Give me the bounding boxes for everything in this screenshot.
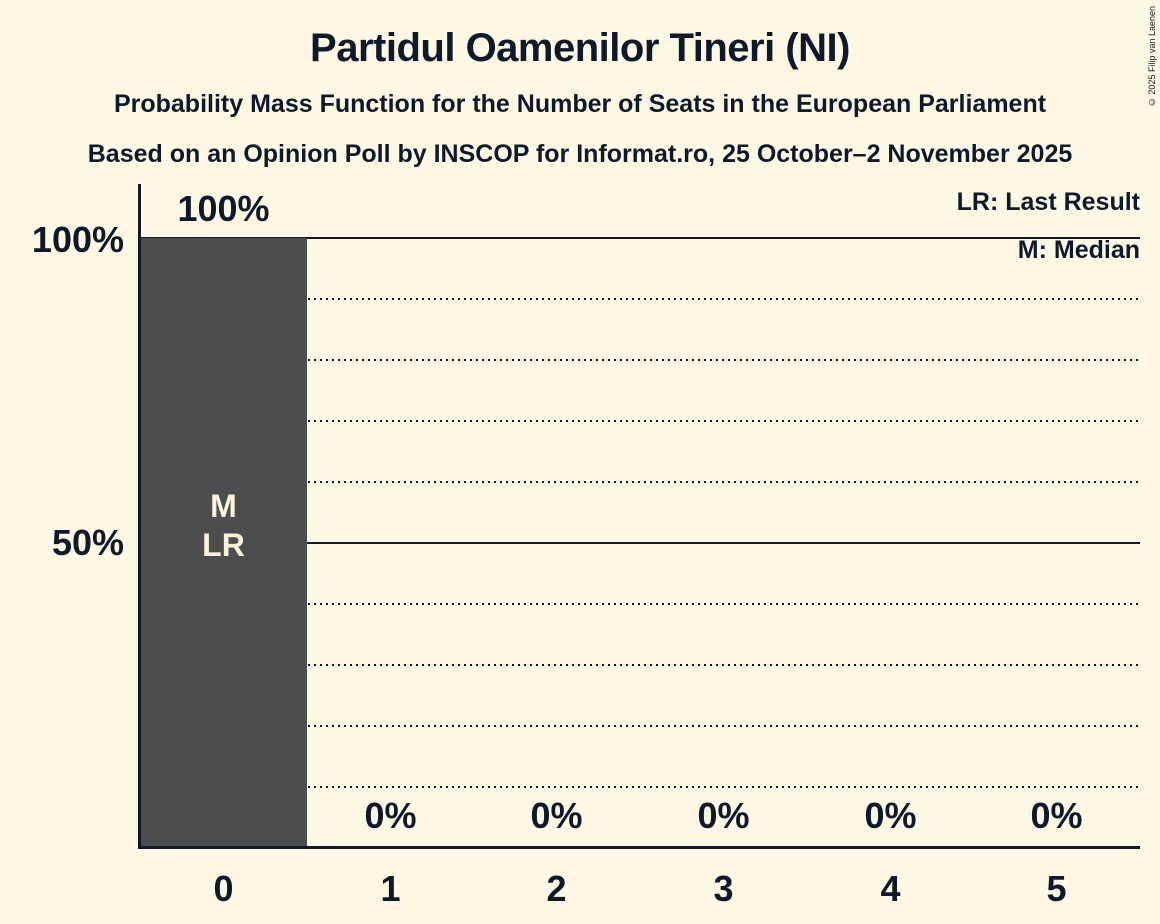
gridline-100pct [140,237,1140,239]
gridline-30pct [140,664,1140,666]
x-axis-label-2: 2 [546,868,567,909]
median-marker: M [210,488,237,524]
value-label-seats-2: 0% [530,795,583,836]
x-axis-label-4: 4 [880,868,901,909]
chart-subtitle: Probability Mass Function for the Number… [113,90,1047,118]
value-label-seats-1: 0% [364,795,417,836]
y-axis-label-50: 50% [51,522,124,563]
bar-seats-0 [140,238,307,846]
y-axis-line [138,184,141,849]
value-label-seats-5: 0% [1030,795,1083,836]
gridline-40pct [140,603,1140,605]
legend-last-result: LR: Last Result [956,188,1140,216]
last-result-marker: LR [202,527,245,563]
gridline-20pct [140,725,1140,727]
x-axis-label-3: 3 [713,868,734,909]
legend-median: M: Median [1017,236,1140,264]
gridline-70pct [140,420,1140,422]
x-axis-line [138,846,1140,849]
y-axis-label-100: 100% [31,219,124,260]
value-label-seats-3: 0% [697,795,750,836]
copyright-notice: © 2025 Filip van Laenen [1147,6,1157,108]
x-axis-label-1: 1 [380,868,401,909]
chart-title: Partidul Oamenilor Tineri (NI) [310,26,850,70]
x-axis-label-0: 0 [213,868,234,909]
gridline-60pct [140,481,1140,483]
value-label-seats-0: 100% [177,188,270,229]
chart-source-line: Based on an Opinion Poll by INSCOP for I… [87,140,1073,168]
x-axis-label-5: 5 [1046,868,1067,909]
gridline-10pct [140,786,1140,788]
bar-annotation-median-lastresult: M LR [140,487,307,565]
value-label-seats-4: 0% [864,795,917,836]
gridline-80pct [140,359,1140,361]
gridline-50pct [140,542,1140,544]
gridline-90pct [140,298,1140,300]
